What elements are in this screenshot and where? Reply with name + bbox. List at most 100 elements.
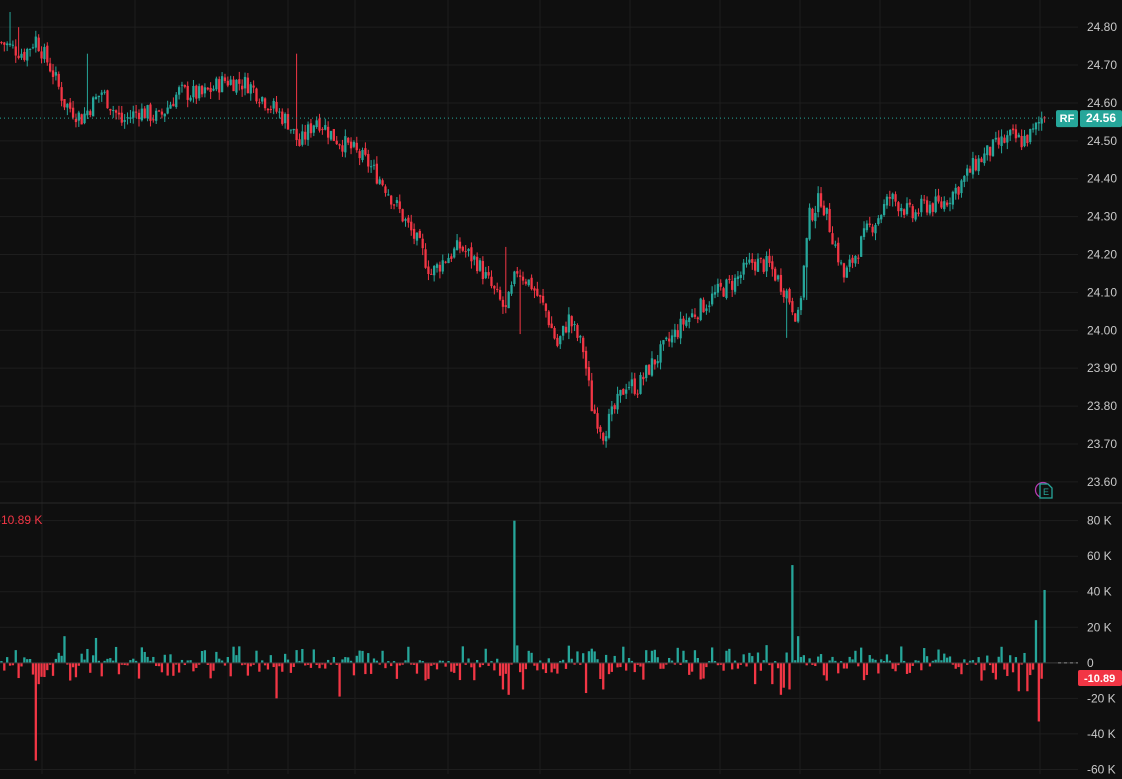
volume-bar — [341, 659, 344, 663]
candle-body — [470, 247, 473, 262]
candle-body — [541, 295, 545, 303]
symbol-badge[interactable]: RF — [1056, 110, 1078, 128]
volume-bar — [378, 662, 381, 665]
candle-body — [983, 153, 986, 164]
candle-body — [808, 207, 811, 240]
volume-bar — [1043, 589, 1046, 663]
volume-tick-label: 60 K — [1087, 549, 1112, 563]
candle-body — [304, 131, 307, 140]
volume-bar — [627, 658, 631, 663]
candle-body — [753, 261, 757, 271]
candle-body — [109, 108, 112, 111]
candle-body — [521, 276, 525, 281]
candle-body — [198, 86, 201, 99]
candle-body — [733, 277, 737, 292]
volume-bar — [533, 662, 536, 666]
candle-body — [851, 257, 854, 263]
candle-body — [20, 53, 23, 58]
candle-body — [1014, 129, 1018, 139]
volume-bar — [891, 662, 894, 669]
last-price-badge[interactable]: 24.56 — [1080, 110, 1122, 128]
volume-bar — [461, 646, 464, 663]
volume-bar — [470, 662, 473, 668]
candle-body — [481, 261, 485, 279]
volume-bar — [665, 662, 668, 665]
volume-bar — [782, 662, 785, 688]
price-axis[interactable]: 24.80 24.70 24.60 24.50 24.40 24.30 24.20 24.10… — [1087, 20, 1117, 489]
volume-tick-label: 80 K — [1087, 514, 1112, 528]
volume-bar — [751, 656, 754, 663]
volume-bar — [693, 650, 697, 663]
candle-body — [905, 203, 909, 215]
candle-body — [504, 305, 507, 307]
candle-body — [533, 288, 536, 291]
volume-bar — [539, 660, 542, 663]
candle-body — [911, 206, 914, 219]
candle-body — [573, 323, 576, 326]
volume-bar — [326, 659, 330, 663]
volume-bar — [114, 646, 118, 663]
candle-body — [553, 327, 556, 339]
candle-body — [186, 85, 189, 100]
volume-axis[interactable]: 80 K 60 K 40 K 20 K 0 -20 K -40 K -60 K — [1058, 514, 1116, 776]
candle-body — [318, 118, 321, 131]
candle-body — [450, 256, 453, 259]
volume-bar — [484, 648, 487, 663]
volume-bar — [839, 661, 843, 663]
volume-last-badge[interactable]: -10.89 — [1078, 670, 1122, 686]
candle-body — [172, 103, 175, 107]
volume-bar — [71, 662, 75, 668]
volume-bar — [1031, 662, 1035, 670]
volume-bar — [63, 636, 66, 663]
volume-bar — [590, 648, 593, 663]
candle-body — [112, 110, 115, 112]
volume-bar — [728, 648, 731, 663]
candle-body — [991, 139, 995, 157]
volume-bar — [203, 650, 207, 663]
candle-body — [275, 101, 278, 112]
candle-body — [473, 256, 476, 260]
volume-bar — [200, 650, 204, 663]
volume-bar — [607, 662, 611, 675]
volume-bar — [871, 658, 874, 663]
volume-bar — [69, 662, 72, 681]
volume-bar — [215, 651, 218, 663]
candle-body — [756, 258, 760, 272]
candle-body — [636, 393, 639, 395]
candle-body — [166, 107, 169, 114]
candle-body — [745, 262, 748, 265]
candle-body — [811, 208, 814, 221]
volume-bar — [971, 660, 975, 663]
candle-body — [31, 47, 35, 49]
volume-bar — [177, 662, 181, 673]
candle-body — [163, 113, 166, 117]
earnings-icon[interactable]: E — [1034, 481, 1053, 499]
candle-body — [550, 323, 553, 329]
candle-body — [404, 219, 407, 221]
candle-body — [791, 301, 794, 313]
volume-bar — [40, 662, 43, 677]
volume-bar — [226, 657, 229, 663]
volume-bar — [845, 662, 848, 669]
candle-body — [241, 85, 244, 90]
candle-body — [195, 85, 198, 99]
candle-body — [653, 359, 656, 365]
candle-body — [713, 292, 717, 295]
candle-body — [235, 79, 238, 93]
volume-bar — [220, 660, 224, 663]
candle-body — [203, 87, 207, 94]
candle-body — [395, 200, 399, 203]
last-price-label: 24.56 — [1086, 111, 1116, 125]
candle-body — [94, 96, 98, 100]
candle-body — [902, 209, 906, 215]
volume-bar — [911, 662, 914, 666]
candle-body — [1034, 122, 1038, 130]
volume-bar — [650, 650, 654, 663]
volume-bar — [602, 662, 605, 690]
candle-body — [143, 108, 146, 119]
candle-body — [728, 278, 731, 280]
candle-body — [123, 120, 126, 122]
volume-bar — [344, 657, 347, 663]
